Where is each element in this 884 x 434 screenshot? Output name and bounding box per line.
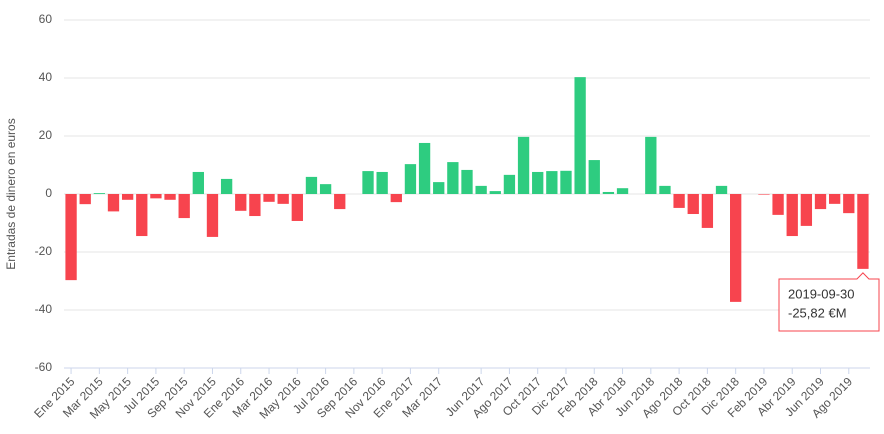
bar [857,194,869,269]
bar [828,194,841,204]
y-tick-label: 60 [39,12,53,26]
bar [107,194,120,212]
bar [433,182,445,194]
y-tick-label: -20 [35,244,53,258]
bar [334,194,346,210]
bar [164,194,176,200]
y-tick-label: 40 [39,70,53,84]
bar [376,171,388,194]
bar [715,185,728,194]
bar [404,164,417,194]
y-tick-label: -60 [35,360,53,374]
bar [79,194,91,205]
bar [418,142,431,194]
bar [602,191,615,194]
bar [263,194,275,202]
bar [532,171,544,194]
bar [786,194,798,237]
bar [574,77,586,194]
bar [277,194,289,204]
tooltip-value: -25,82 €M [788,305,847,320]
tooltip-date: 2019-09-30 [788,286,855,301]
bar [447,162,459,194]
bar [645,136,657,194]
bar [758,194,770,195]
y-tick-label: 0 [45,186,52,200]
bar [65,194,77,281]
bar [305,176,318,194]
y-tick-label: 20 [39,128,53,142]
bar [220,178,233,194]
bar [673,194,685,208]
bar [730,194,742,302]
bar [291,194,303,221]
bar [249,194,261,217]
bar [772,194,784,215]
bar [546,171,558,194]
bar [475,185,487,194]
y-tick-label: -40 [35,302,53,316]
bar [588,160,600,194]
tooltip: 2019-09-30 -25,82 €M [778,272,880,332]
bar [659,185,671,194]
bar [178,194,190,219]
bar [701,194,714,228]
bar [814,194,827,210]
bar [319,184,332,194]
bar [687,194,699,215]
bar [503,174,516,194]
bar [150,194,162,199]
bar [800,194,813,226]
tooltip-box [778,272,880,332]
bar [560,170,572,194]
bar [235,194,247,211]
bar [390,194,402,203]
bar [489,191,501,194]
bar [136,194,148,237]
bar [461,169,473,194]
bar [517,136,530,194]
bar [616,188,629,194]
bar [206,194,219,237]
bar [362,171,374,194]
bar [192,171,204,194]
y-axis-label: Entradas de dinero en euros [4,118,18,269]
bar [121,194,134,200]
bar [93,193,106,194]
bar [843,194,855,214]
